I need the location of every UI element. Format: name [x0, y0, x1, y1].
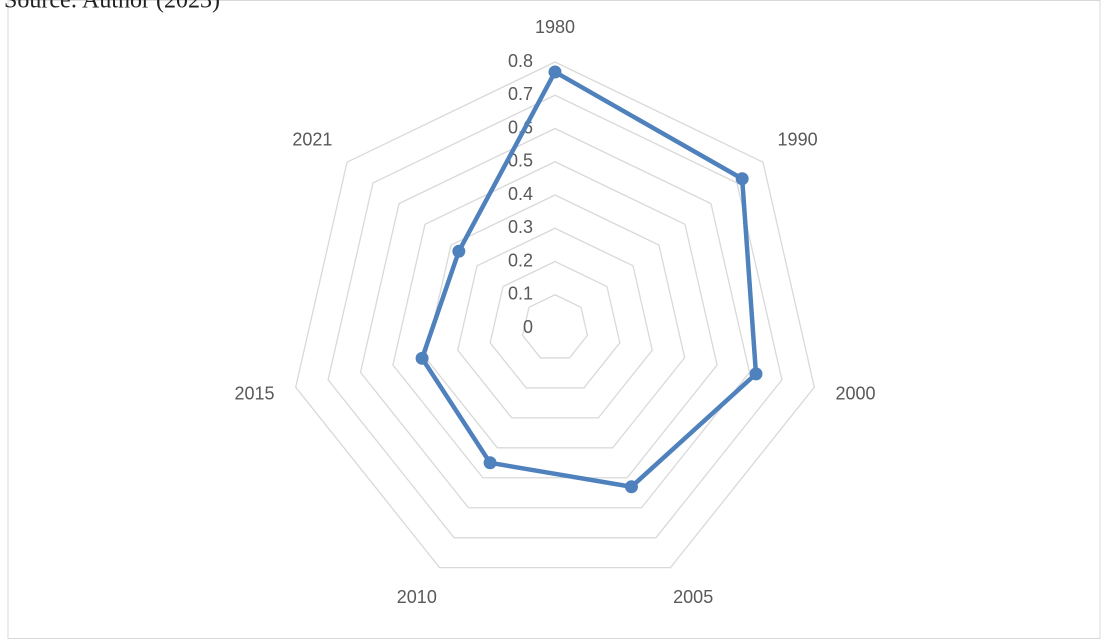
data-point — [548, 65, 562, 79]
category-label: 2000 — [835, 384, 875, 404]
category-label: 2021 — [292, 130, 332, 150]
data-point — [483, 456, 497, 470]
grid-ring — [424, 194, 686, 449]
r-tick-label: 0.3 — [508, 217, 533, 237]
r-tick-label: 0.4 — [508, 184, 533, 204]
r-tick-label: 0 — [523, 317, 533, 337]
r-tick-label: 0.7 — [508, 84, 533, 104]
series-line — [419, 69, 759, 490]
data-point — [624, 480, 638, 494]
data-point — [415, 351, 429, 365]
r-tick-label: 0.5 — [508, 151, 533, 171]
grid-ring — [521, 294, 589, 359]
category-label: 2005 — [673, 587, 713, 607]
grid-ring — [489, 260, 621, 389]
r-tick-label: 0.8 — [508, 51, 533, 71]
data-point — [735, 172, 749, 186]
r-tick-label: 0.2 — [508, 250, 533, 270]
source-note: Source: Author (2023) — [4, 0, 220, 14]
category-label: 2015 — [234, 384, 274, 404]
category-label: 1980 — [535, 17, 575, 37]
r-tick-label: 0.1 — [508, 284, 533, 304]
data-point — [749, 367, 763, 381]
grid-ring — [392, 161, 718, 479]
grid-ring — [457, 227, 653, 419]
category-label: 2010 — [397, 587, 437, 607]
category-label: 1990 — [778, 130, 818, 150]
grid-ring — [359, 127, 751, 509]
plot-border — [7, 0, 1101, 639]
grid-ring — [294, 61, 816, 569]
data-point — [452, 244, 466, 258]
